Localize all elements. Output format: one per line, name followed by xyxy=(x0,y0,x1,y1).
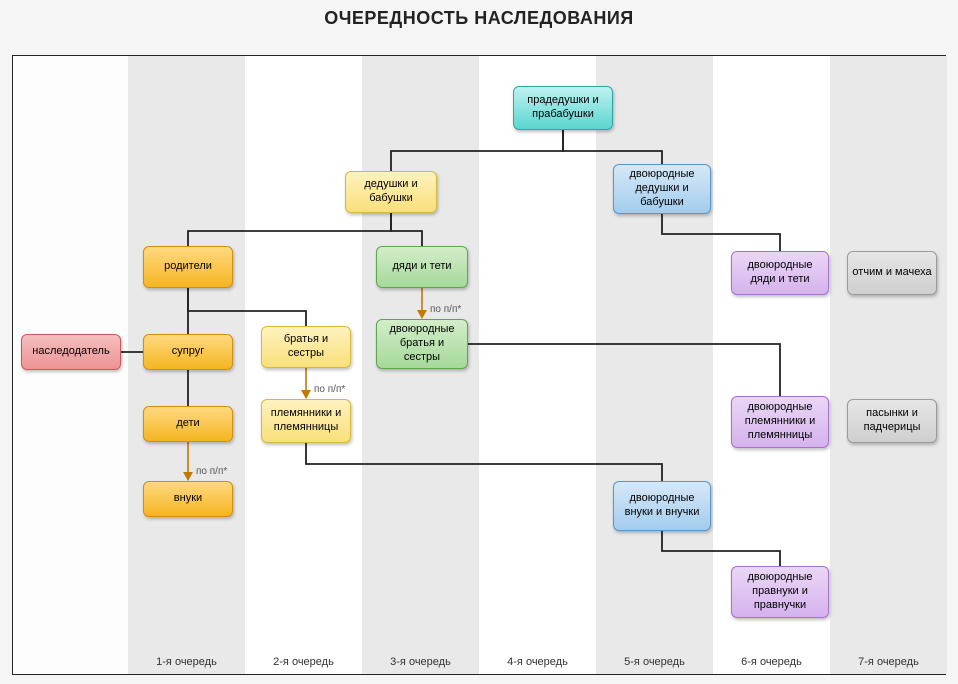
node-children: дети xyxy=(143,406,233,442)
node-grandchildren: внуки xyxy=(143,481,233,517)
col-label-6: 6-я очередь xyxy=(713,656,830,668)
node-first-cousins: двоюродные братья и сестры xyxy=(376,319,468,369)
node-first-cousins-grandnephews: двоюродные внуки и внучки xyxy=(613,481,711,531)
col-stripe-7 xyxy=(830,56,947,674)
node-decedent: наследодатель xyxy=(21,334,121,370)
edge-label: по п/п* xyxy=(196,466,227,477)
col-stripe-4 xyxy=(479,56,596,674)
node-parents: родители xyxy=(143,246,233,288)
node-first-cousins-once-removed-down: двоюродные племянники и племянницы xyxy=(731,396,829,448)
col-label-4: 4-я очередь xyxy=(479,656,596,668)
node-granduncles: двоюродные дедушки и бабушки xyxy=(613,164,711,214)
node-grandparents: дедушки и бабушки xyxy=(345,171,437,213)
node-great-grandparents: прадедушки и прабабушки xyxy=(513,86,613,130)
edge-label: по п/п* xyxy=(314,384,345,395)
node-uncles-aunts: дяди и тети xyxy=(376,246,468,288)
node-first-cousins-once-removed-up: двоюродные дяди и тети xyxy=(731,251,829,295)
col-label-7: 7-я очередь xyxy=(830,656,947,668)
col-label-1: 1-я очередь xyxy=(128,656,245,668)
col-stripe-5 xyxy=(596,56,713,674)
edge-label: по п/п* xyxy=(430,304,461,315)
node-spouse: супруг xyxy=(143,334,233,370)
node-siblings: братья и сестры xyxy=(261,326,351,368)
col-label-5: 5-я очередь xyxy=(596,656,713,668)
node-stepchildren: пасынки и падчерицы xyxy=(847,399,937,443)
col-label-2: 2-я очередь xyxy=(245,656,362,668)
node-nephews-nieces: племянники и племянницы xyxy=(261,399,351,443)
node-stepparents: отчим и мачеха xyxy=(847,251,937,295)
diagram-canvas: 1-я очередь 2-я очередь 3-я очередь 4-я … xyxy=(12,55,946,675)
node-first-cousins-greatgrandnephews: двоюродные правнуки и правнучки xyxy=(731,566,829,618)
page-title: ОЧЕРЕДНОСТЬ НАСЛЕДОВАНИЯ xyxy=(0,8,958,29)
col-label-3: 3-я очередь xyxy=(362,656,479,668)
